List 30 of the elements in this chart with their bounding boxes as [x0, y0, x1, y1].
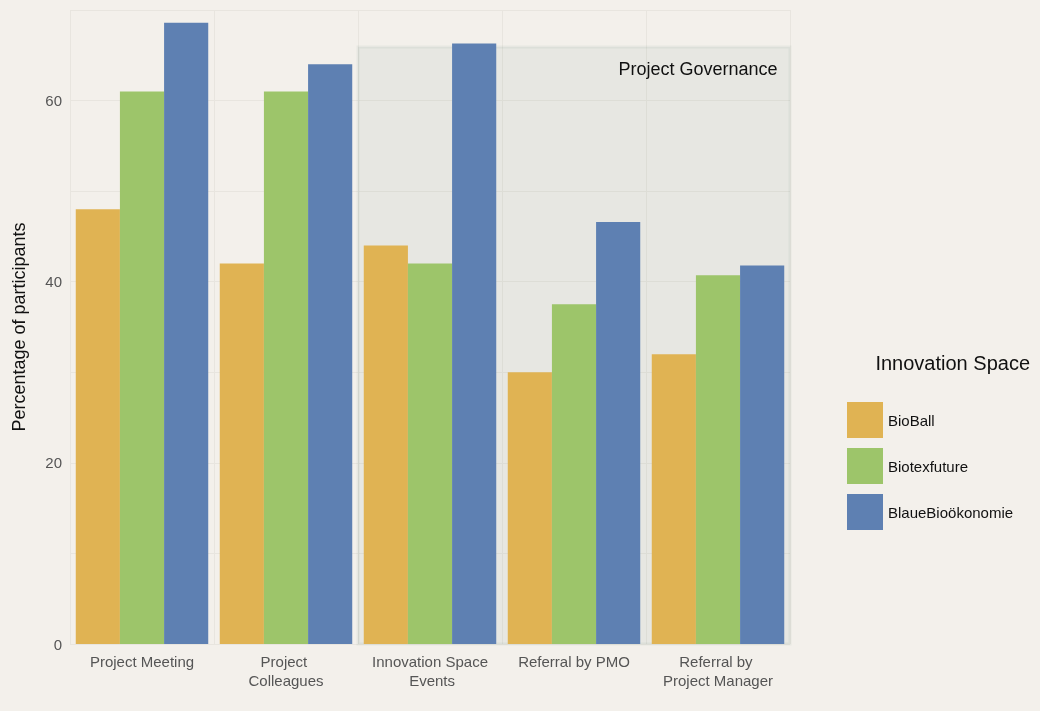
x-tick-label: Project Colleagues — [248, 653, 324, 689]
band-label: Project Governance — [618, 58, 778, 79]
bar — [740, 265, 785, 644]
x-tick-label: Project Meeting — [89, 653, 195, 670]
bar — [407, 263, 453, 644]
bar — [119, 91, 165, 644]
bar — [308, 64, 353, 644]
x-tick-label: Referral by Project Manager — [662, 653, 774, 689]
bar — [263, 91, 309, 644]
bar — [695, 275, 741, 644]
bar — [596, 221, 641, 644]
y-tick-label: 60 — [45, 92, 62, 110]
x-tick-label: Referral by PMO — [518, 653, 630, 670]
y-tick-label: 0 — [53, 635, 62, 653]
legend-label: Biotexfuture — [888, 457, 969, 475]
bar — [219, 263, 264, 644]
legend-label: BlaueBioökonomie — [888, 503, 1014, 521]
y-tick-label: 40 — [45, 273, 62, 291]
bar — [164, 22, 209, 644]
x-tick-label: Innovation Space Events — [372, 653, 488, 689]
bar — [507, 372, 552, 644]
bar — [551, 304, 597, 644]
bar — [651, 354, 696, 644]
y-axis-title: Percentage of participants — [9, 222, 29, 432]
bar — [363, 245, 408, 644]
legend-title: Innovation Space — [875, 352, 1030, 374]
legend-label: BioBall — [888, 411, 935, 429]
y-tick-label: 20 — [45, 454, 62, 472]
bar — [452, 43, 497, 644]
bar — [75, 209, 120, 644]
